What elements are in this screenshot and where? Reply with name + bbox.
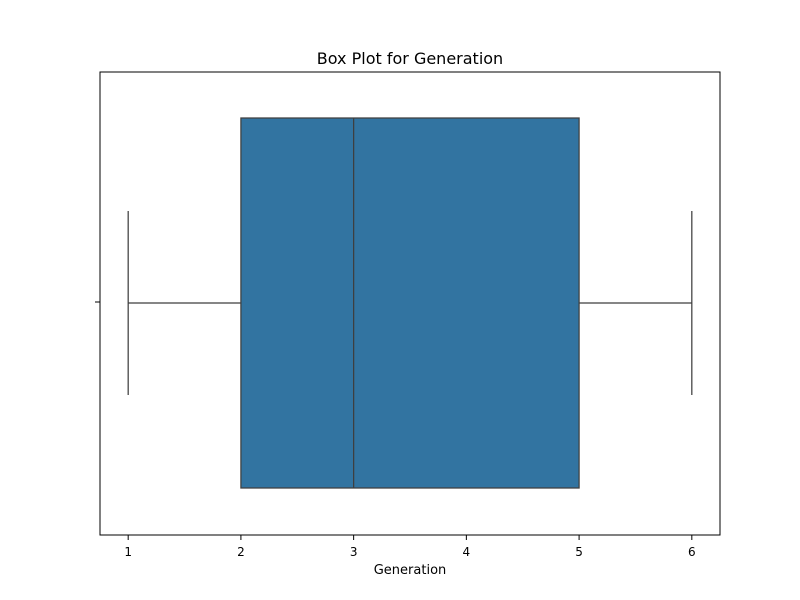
- box-plot-layer: [127, 117, 693, 489]
- plot-area-frame: [99, 71, 721, 536]
- x-axis-tick-label: 3: [350, 545, 358, 559]
- x-axis-label: Generation: [374, 563, 447, 578]
- x-axis-tick-label: 6: [688, 545, 696, 559]
- x-axis-tick-label: 1: [124, 545, 132, 559]
- x-axis-tick-label: 4: [463, 545, 471, 559]
- x-axis-ticks: 1 2 3 4 5 6: [124, 535, 696, 559]
- x-axis-tick-label: 5: [575, 545, 583, 559]
- x-axis-tick-label: 2: [237, 545, 245, 559]
- chart-title: Box Plot for Generation: [317, 49, 503, 68]
- interquartile-box: [240, 117, 580, 489]
